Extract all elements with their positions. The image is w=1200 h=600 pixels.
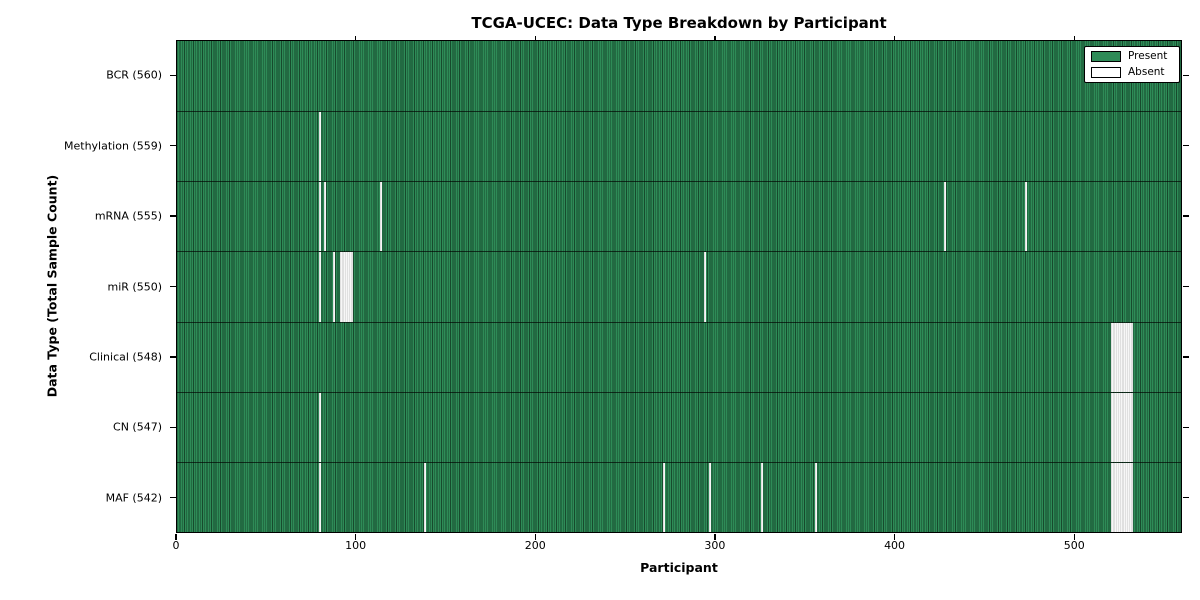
absent-gap: [340, 252, 353, 322]
y-tick-label: MAF (542): [105, 491, 162, 505]
plot-area: [176, 40, 1182, 533]
x-tick-label: 300: [704, 539, 726, 552]
absent-gap: [1111, 462, 1133, 532]
y-tick-label: BCR (560): [106, 68, 162, 82]
y-tick-mark: [1183, 426, 1189, 428]
x-tick-mark-top: [534, 36, 536, 40]
y-tick-label: CN (547): [113, 420, 162, 434]
present-swatch-icon: [1091, 51, 1121, 62]
heatmap-row-maf: [177, 461, 1181, 532]
absent-gap: [1025, 182, 1028, 252]
y-tick-mark: [170, 285, 176, 288]
absent-gap: [815, 462, 818, 532]
x-tick-mark: [1073, 534, 1075, 540]
y-tick-mark: [1183, 285, 1189, 288]
heatmap-row-mir: [177, 251, 1181, 322]
absent-gap: [662, 462, 665, 532]
legend-label: Present: [1128, 50, 1168, 63]
x-tick-label: 100: [345, 539, 367, 552]
absent-gap: [1111, 322, 1133, 392]
x-tick-mark-top: [1073, 36, 1075, 40]
y-tick-label: mRNA (555): [94, 209, 162, 223]
legend-entry-present: Present: [1091, 51, 1173, 62]
absent-gap: [318, 252, 321, 322]
absent-gap: [704, 252, 707, 322]
y-tick-label: Clinical (548): [89, 350, 162, 364]
absent-gap: [709, 462, 712, 532]
x-axis-title: Participant: [640, 560, 718, 575]
x-tick-mark: [714, 534, 716, 540]
x-tick-mark-top: [893, 36, 896, 40]
absent-swatch-icon: [1091, 67, 1121, 78]
heatmap-row-clinical: [177, 321, 1181, 392]
y-tick-mark: [1183, 74, 1189, 76]
y-tick-mark: [1183, 356, 1189, 358]
absent-gap: [318, 112, 321, 182]
absent-gap: [332, 252, 335, 322]
y-tick-mark: [170, 145, 176, 147]
absent-gap: [318, 392, 321, 462]
y-tick-label: Methylation (559): [64, 139, 162, 153]
heatmap-row-mrna: [177, 181, 1181, 252]
x-tick-mark: [355, 534, 357, 540]
absent-gap: [379, 182, 382, 252]
y-tick-mark: [1183, 145, 1189, 147]
x-tick-label: 500: [1063, 539, 1085, 552]
absent-gap: [1111, 392, 1133, 462]
legend: Present Absent: [1084, 46, 1180, 83]
absent-gap: [318, 462, 321, 532]
x-tick-mark: [175, 534, 177, 540]
y-tick-mark: [1183, 215, 1189, 217]
y-tick-mark: [170, 356, 176, 358]
x-tick-mark-top: [355, 36, 357, 40]
y-tick-mark: [1183, 497, 1189, 499]
x-tick-label: 400: [884, 539, 906, 552]
x-tick-mark: [534, 534, 536, 540]
y-tick-mark: [170, 215, 176, 217]
chart-title: TCGA-UCEC: Data Type Breakdown by Partic…: [471, 14, 887, 32]
y-tick-mark: [170, 426, 176, 428]
absent-gap: [424, 462, 427, 532]
x-tick-mark-top: [714, 36, 716, 40]
y-tick-mark: [170, 497, 176, 499]
x-tick-mark: [893, 534, 896, 540]
absent-gap: [761, 462, 764, 532]
absent-gap: [318, 182, 321, 252]
absent-gap: [324, 182, 326, 252]
x-tick-label: 0: [172, 539, 180, 552]
legend-entry-absent: Absent: [1091, 67, 1173, 78]
heatmap-row-methylation: [177, 111, 1181, 182]
absent-gap: [944, 182, 947, 252]
y-tick-mark: [170, 74, 176, 76]
x-tick-label: 200: [524, 539, 546, 552]
heatmap-row-bcr: [177, 41, 1181, 112]
legend-label: Absent: [1128, 66, 1165, 79]
y-tick-label: miR (550): [107, 280, 163, 293]
heatmap-row-cn: [177, 391, 1181, 462]
